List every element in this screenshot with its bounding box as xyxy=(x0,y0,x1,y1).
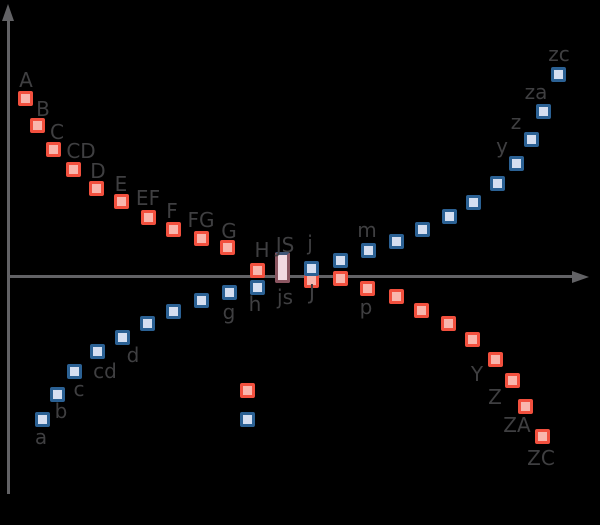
y-axis-arrowhead xyxy=(2,4,14,21)
red-series-marker xyxy=(534,428,550,444)
blue-series-marker xyxy=(139,315,155,331)
blue-series-marker xyxy=(535,103,551,119)
red-series-marker xyxy=(17,90,33,106)
blue-series-marker xyxy=(249,279,265,295)
point-label: EF xyxy=(135,186,161,210)
point-label: B xyxy=(36,97,50,121)
blue-series-marker xyxy=(489,175,505,191)
point-label: H xyxy=(254,238,270,262)
red-series-marker xyxy=(464,331,480,347)
red-series-marker xyxy=(239,382,255,398)
point-label: js xyxy=(277,285,293,309)
blue-series-marker xyxy=(114,329,130,345)
point-label: JS xyxy=(275,233,295,257)
blue-series-marker xyxy=(193,292,209,308)
point-label: y xyxy=(496,134,508,158)
point-label: Z xyxy=(488,385,502,409)
blue-series-marker xyxy=(89,343,105,359)
blue-series-marker xyxy=(523,131,539,147)
point-label: CD xyxy=(66,139,96,163)
point-label: Y xyxy=(470,362,484,386)
x-axis-arrowhead xyxy=(572,270,589,283)
red-series-marker xyxy=(88,180,104,196)
blue-series-marker xyxy=(165,303,181,319)
red-series-marker xyxy=(517,398,533,414)
blue-series-marker xyxy=(66,363,82,379)
blue-series-marker xyxy=(34,411,50,427)
point-label: a xyxy=(34,425,48,449)
red-series-marker xyxy=(65,161,81,177)
point-label: za xyxy=(524,80,548,104)
red-series-marker xyxy=(413,302,429,318)
blue-series-marker xyxy=(332,252,348,268)
point-label: m xyxy=(357,218,377,242)
blue-series-marker xyxy=(441,208,457,224)
point-label: d xyxy=(126,343,140,367)
point-label: J xyxy=(309,280,315,304)
red-series-marker xyxy=(45,141,61,157)
red-series-marker xyxy=(219,239,235,255)
point-label: z xyxy=(510,110,522,134)
point-label: p xyxy=(359,295,373,319)
point-label: E xyxy=(114,172,128,196)
blue-series-marker xyxy=(303,260,319,276)
point-label: cd xyxy=(93,359,117,383)
blue-series-marker xyxy=(360,242,376,258)
merged-js-marker xyxy=(275,252,290,283)
blue-series-marker xyxy=(550,66,566,82)
blue-series-marker xyxy=(49,386,65,402)
blue-series-marker xyxy=(414,221,430,237)
x-axis xyxy=(7,275,575,278)
blue-series-marker xyxy=(221,284,237,300)
red-series-marker xyxy=(487,351,503,367)
point-label: ZC xyxy=(527,446,555,470)
red-series-marker xyxy=(249,262,265,278)
red-series-marker xyxy=(332,270,348,286)
red-series-marker xyxy=(359,280,375,296)
point-label: FG xyxy=(187,208,215,232)
red-series-marker xyxy=(165,221,181,237)
red-series-marker xyxy=(504,372,520,388)
point-label: zc xyxy=(548,42,570,66)
point-label: h xyxy=(248,292,262,316)
point-label: ZA xyxy=(503,413,531,437)
point-label: C xyxy=(50,120,64,144)
point-label: D xyxy=(90,159,106,183)
red-series-marker xyxy=(440,315,456,331)
red-series-marker xyxy=(113,193,129,209)
blue-series-marker xyxy=(508,155,524,171)
y-axis xyxy=(6,18,10,494)
red-series-marker xyxy=(193,230,209,246)
red-series-marker xyxy=(388,288,404,304)
blue-series-marker xyxy=(239,411,255,427)
point-label: A xyxy=(19,68,33,92)
point-label: j xyxy=(307,231,313,255)
point-label: G xyxy=(221,219,237,243)
point-label: b xyxy=(54,399,68,423)
red-series-marker xyxy=(29,117,45,133)
point-label: F xyxy=(166,199,178,223)
blue-series-marker xyxy=(465,194,481,210)
red-series-marker xyxy=(140,209,156,225)
blue-series-marker xyxy=(388,233,404,249)
point-label: g xyxy=(222,300,236,324)
point-label: c xyxy=(73,377,85,401)
